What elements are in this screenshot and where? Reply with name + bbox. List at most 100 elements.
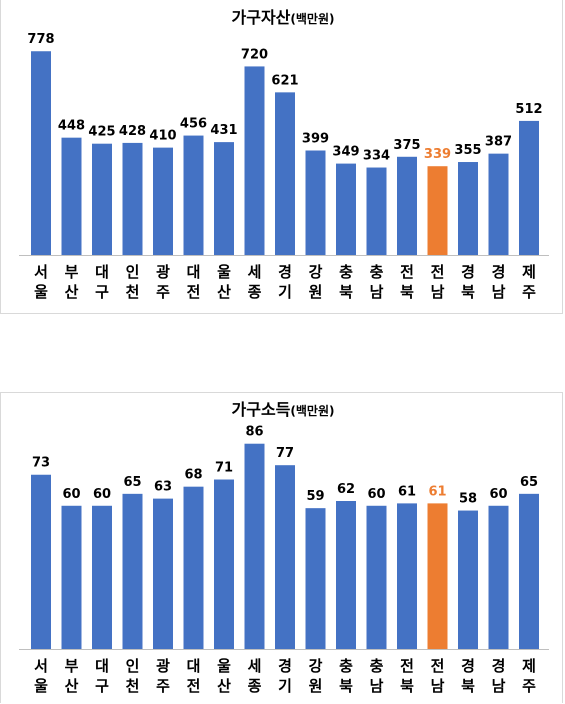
data-label: 448 (58, 119, 85, 134)
x-tick-label: 천 (126, 283, 140, 301)
data-label: 60 (367, 487, 385, 502)
x-tick-label: 남 (431, 283, 445, 301)
bar (427, 503, 448, 649)
data-label: 410 (149, 129, 176, 144)
household-assets-chart-panel: 가구자산(백만원) 778 서 울 448 부 산 425 대 구 428 인 천 410 광 주 456 대 전… (0, 0, 563, 314)
x-tick-label: 주 (522, 283, 536, 301)
x-tick-label: 산 (65, 283, 79, 301)
x-tick-label: 강 (309, 263, 323, 281)
bar (214, 479, 234, 649)
data-label: 86 (245, 425, 263, 440)
x-tick-label: 주 (522, 677, 536, 695)
x-tick-label: 경 (461, 657, 475, 675)
x-tick-label: 충 (339, 657, 353, 675)
x-tick-label: 강 (309, 657, 323, 675)
data-label: 339 (424, 147, 451, 162)
x-tick-label: 산 (217, 283, 231, 301)
data-label: 355 (454, 143, 481, 158)
x-tick-label: 인 (126, 657, 140, 675)
x-tick-label: 남 (492, 677, 506, 695)
household-assets-chart: 가구자산(백만원) 778서울448부산425대구428인천410광주456대전… (19, 8, 549, 301)
bar (122, 493, 143, 649)
x-tick-label: 인 (126, 263, 140, 281)
bar (275, 465, 295, 649)
x-tick-label: 울 (34, 283, 48, 301)
data-label: 59 (306, 489, 324, 504)
x-tick-label: 대 (95, 263, 109, 281)
chart-title-main: 가구자산 (232, 8, 291, 27)
x-tick-label: 세 (248, 263, 262, 281)
bar (183, 135, 204, 255)
data-label: 60 (93, 487, 111, 502)
bar (397, 503, 417, 649)
data-label: 512 (515, 102, 542, 117)
bar (153, 498, 173, 649)
x-tick-label: 울 (217, 657, 231, 675)
data-label: 621 (271, 73, 298, 88)
data-label: 62 (337, 482, 355, 497)
bar (31, 51, 51, 255)
data-label: 778 (27, 32, 54, 47)
x-tick-label: 서 (34, 263, 48, 281)
bar (153, 147, 173, 255)
x-tick-label: 산 (217, 677, 231, 695)
bar (61, 505, 82, 649)
x-tick-label: 세 (248, 657, 262, 675)
x-tick-label: 북 (339, 283, 353, 301)
data-label: 63 (154, 480, 172, 495)
data-label: 58 (459, 492, 477, 507)
data-label: 349 (332, 145, 359, 160)
x-tick-label: 울 (34, 677, 48, 695)
x-tick-label: 충 (370, 263, 384, 281)
chart-title-main: 가구소득 (232, 400, 291, 419)
data-label: 73 (32, 456, 50, 471)
x-tick-label: 경 (278, 263, 292, 281)
x-tick-label: 기 (278, 283, 292, 301)
bar-series: 778서울448부산425대구428인천410광주456대전431울산720세종… (27, 32, 542, 301)
bar (366, 167, 387, 255)
x-tick-label: 북 (461, 677, 475, 695)
bar (183, 486, 204, 649)
x-tick-label: 원 (309, 677, 323, 695)
x-tick-label: 대 (95, 657, 109, 675)
chart-title-unit: (백만원) (290, 11, 334, 26)
bar (366, 505, 387, 649)
data-label: 431 (210, 123, 237, 138)
bar (488, 505, 509, 649)
x-tick-label: 경 (492, 263, 506, 281)
household-income-chart: 가구소득(백만원) 73서울60부산60대구65인천63광주68대전71울산86… (19, 400, 549, 695)
x-tick-label: 북 (400, 677, 414, 695)
x-tick-label: 광 (156, 263, 170, 281)
bar (427, 166, 448, 255)
x-tick-label: 종 (248, 677, 262, 695)
x-tick-label: 제 (522, 657, 536, 675)
x-tick-label: 대 (187, 263, 201, 281)
data-label: 65 (123, 475, 141, 490)
data-label: 60 (62, 487, 80, 502)
x-tick-label: 부 (65, 263, 79, 281)
x-tick-label: 전 (400, 657, 414, 675)
x-tick-label: 주 (156, 677, 170, 695)
bar (397, 156, 417, 255)
bar (31, 474, 51, 649)
x-tick-label: 남 (370, 283, 384, 301)
data-label: 68 (184, 468, 202, 483)
x-tick-label: 구 (95, 283, 109, 301)
bar (336, 163, 356, 255)
bar (92, 143, 112, 255)
bar (458, 162, 478, 255)
bar (336, 501, 356, 649)
x-tick-label: 구 (95, 677, 109, 695)
x-tick-label: 전 (187, 283, 201, 301)
chart-title-unit: (백만원) (290, 403, 334, 418)
x-tick-label: 대 (187, 657, 201, 675)
bar (214, 142, 234, 255)
bar (244, 443, 265, 649)
data-label: 720 (241, 47, 268, 62)
bar (275, 92, 295, 255)
x-tick-label: 경 (461, 263, 475, 281)
x-tick-label: 산 (65, 677, 79, 695)
bar (305, 508, 326, 649)
x-tick-label: 남 (370, 677, 384, 695)
x-tick-label: 남 (431, 677, 445, 695)
